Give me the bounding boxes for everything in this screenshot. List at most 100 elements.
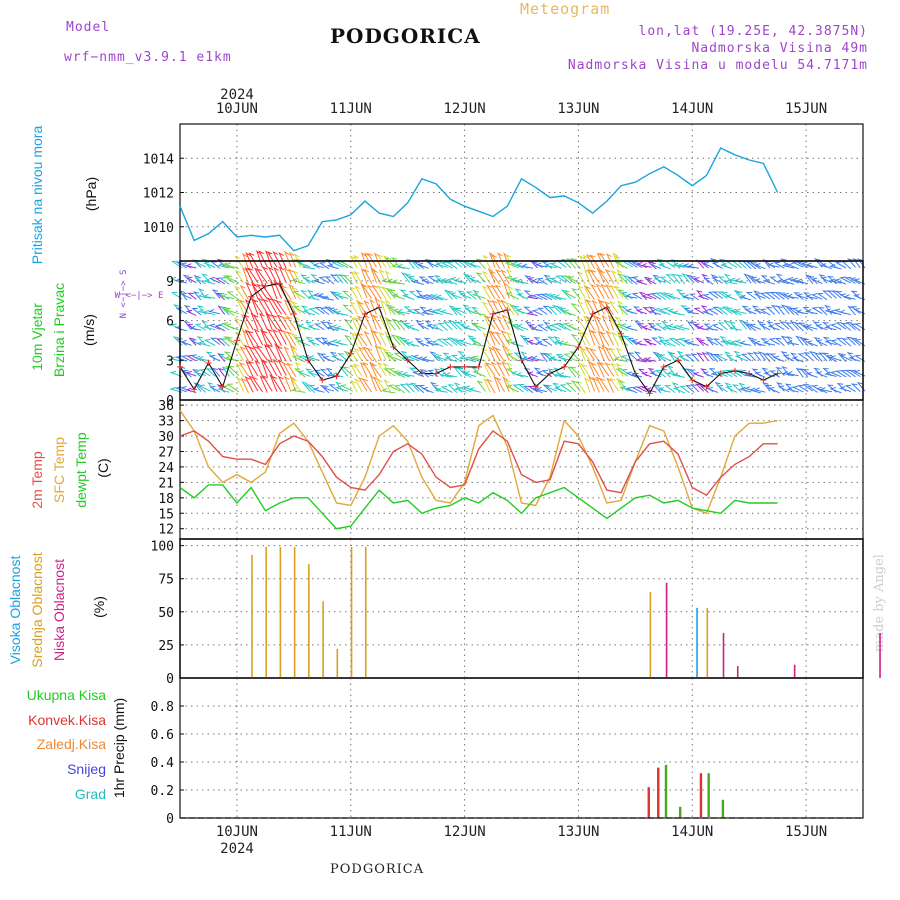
wind-barb [399, 337, 411, 347]
wind-barb [334, 292, 349, 299]
wind-barb [185, 263, 197, 269]
wind-speed-marker [191, 386, 198, 393]
wind-barb [762, 340, 776, 346]
wind-barb [201, 258, 211, 269]
wind-speed-marker [433, 370, 440, 377]
wind-barb [647, 261, 657, 270]
wind-barb [595, 283, 605, 299]
wind-barb [337, 353, 349, 362]
wind-barb [616, 269, 624, 284]
wind-barb [188, 337, 197, 346]
wind-barb [622, 335, 633, 345]
wind-barb [471, 355, 486, 362]
wind-barb [850, 337, 861, 346]
wind-barb [707, 308, 719, 315]
wind-barb [661, 320, 671, 331]
wind-barb [846, 352, 856, 362]
wind-barb [486, 378, 496, 394]
wind-barb [252, 345, 264, 362]
wind-barb [469, 337, 482, 346]
wind-barb [853, 278, 866, 285]
wind-barb [302, 309, 315, 316]
wind-barb [471, 322, 486, 330]
wind-speed-marker [774, 370, 781, 377]
wind-barb [257, 297, 268, 314]
wind-barb [447, 384, 458, 393]
wind-barb [312, 278, 325, 285]
wind-barb [724, 294, 738, 301]
wind-barb [791, 261, 804, 268]
wind-barb [488, 251, 496, 268]
wind-barb [681, 273, 690, 283]
wind-barb [763, 371, 776, 378]
wind-barb [224, 307, 240, 315]
wind-barb [642, 307, 652, 314]
wind-barb [223, 336, 235, 346]
wind-barb [733, 289, 743, 300]
wind-barb [729, 277, 742, 284]
wind-barb [245, 252, 254, 269]
y-tick-label: 100 [151, 540, 174, 555]
top-date-tick: 15JUN [785, 101, 827, 117]
wind-barb [417, 323, 429, 330]
wind-barb [255, 345, 268, 361]
wind-barb [687, 309, 700, 315]
wind-barb [291, 278, 306, 285]
wind-barb [516, 293, 529, 300]
wind-barb [610, 269, 619, 285]
wind-barb [815, 386, 828, 394]
wind-barb [844, 384, 856, 393]
wind-barb [815, 371, 828, 378]
wind-barb [437, 322, 448, 331]
wind-barb [703, 323, 714, 331]
wind-barb [678, 385, 690, 394]
wind-barb [453, 366, 463, 377]
wind-barb [458, 385, 472, 393]
wind-barb [619, 385, 633, 392]
wind-barb [695, 290, 705, 300]
wind-barb [668, 353, 681, 361]
wind-barb [526, 339, 538, 346]
wind-barb [290, 378, 302, 392]
wind-barb [304, 384, 316, 394]
wind-barb [608, 300, 619, 315]
wind-barb [786, 262, 799, 270]
wind-barb [456, 367, 467, 377]
wind-barb [635, 308, 647, 315]
wind-barb [491, 299, 501, 316]
wind-barb [724, 279, 738, 285]
pressure-line [179, 147, 779, 252]
wind-barb [655, 353, 667, 363]
wind-barb [690, 383, 700, 393]
wind-barb [484, 362, 496, 376]
wind-barb [436, 338, 448, 346]
wind-barb [334, 385, 349, 392]
wind-barb [523, 306, 534, 315]
wind-barb [451, 307, 463, 316]
wind-barb [312, 387, 325, 393]
top-date-tick: 10JUN [216, 101, 258, 117]
wind-barb [277, 359, 287, 376]
wind-barb [431, 340, 444, 347]
wind-barb [608, 347, 619, 361]
wind-barb [289, 344, 297, 361]
wind-barb [824, 308, 837, 315]
wind-barb [820, 276, 833, 284]
wind-barb [846, 258, 856, 268]
wind-barb [390, 257, 401, 269]
wind-barb [531, 293, 543, 300]
wind-barb [363, 268, 373, 284]
wind-speed-marker [361, 310, 368, 317]
wind-barb [386, 319, 396, 331]
wind-barb [853, 307, 866, 315]
wind-barb [624, 293, 638, 299]
wind-barb [385, 304, 396, 315]
wind-barb [524, 275, 534, 284]
lonlat-label: lon,lat (19.25E, 42.3875N) [638, 24, 868, 39]
wind-barb [366, 347, 377, 363]
wind-barb [274, 343, 283, 362]
wind-barb [533, 367, 543, 376]
wind-barb [653, 307, 666, 315]
wind-barb [266, 343, 278, 361]
wind-barb [209, 337, 221, 346]
